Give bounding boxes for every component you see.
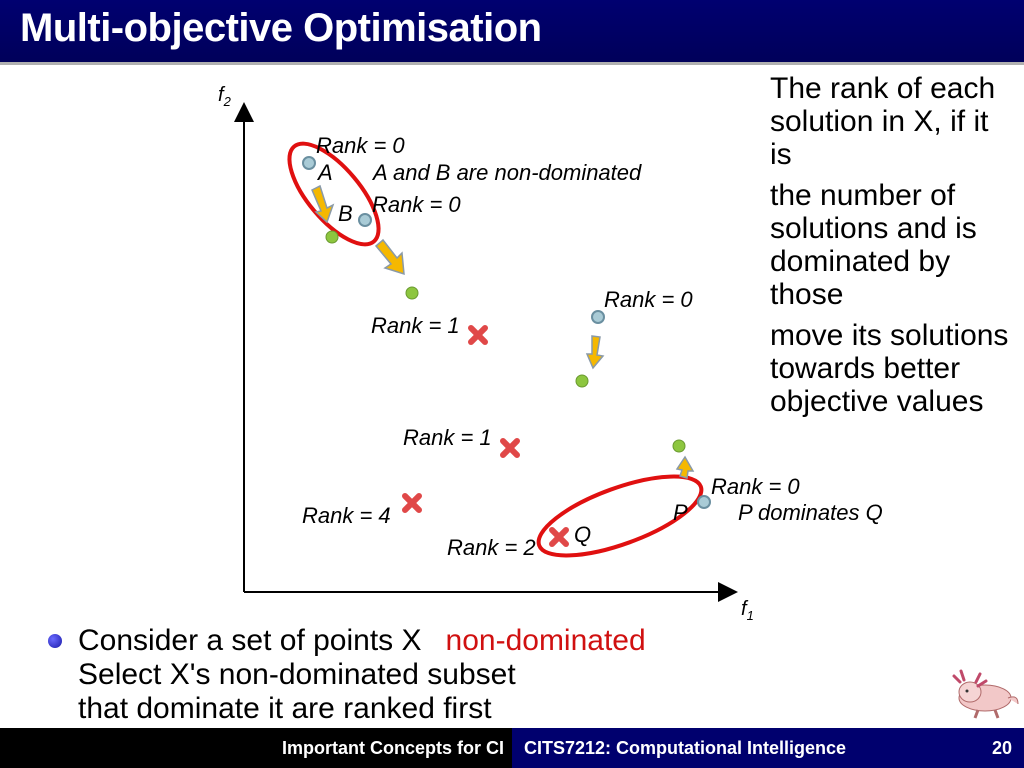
rank-label: Rank = 0 — [316, 133, 405, 158]
pq-note: P dominates Q — [738, 500, 883, 525]
point-a — [302, 156, 316, 170]
rank-label: Rank = 2 — [447, 535, 536, 560]
bullet-highlight: non-dominated — [445, 624, 646, 657]
ab-ellipse — [287, 141, 381, 247]
page-number: 20 — [991, 738, 1012, 758]
bullet-line: The rank of each solution in X, if it is — [770, 72, 996, 171]
moved-points — [325, 230, 686, 453]
cross-icon — [549, 527, 569, 547]
rank-label: Rank = 0 — [604, 287, 693, 312]
point-label-a: A — [318, 160, 333, 185]
point-label-b: B — [338, 201, 353, 226]
bullet-line-text: Consider a set of points X — [78, 624, 422, 657]
point-label-q: Q — [574, 522, 592, 547]
non-dominated-points — [302, 156, 711, 509]
footer-course-name: CITS7212: Computational Intelligence — [524, 738, 847, 758]
rank-label: Rank = 1 — [403, 425, 492, 450]
rank-label: Rank = 0 — [372, 192, 461, 217]
cross-icon — [468, 325, 488, 345]
cross-icon — [402, 493, 422, 513]
moved-point — [672, 439, 686, 453]
ab-note: A and B are non-dominated — [373, 160, 642, 185]
slide-title: Multi-objective Optimisation — [20, 6, 542, 50]
axolotl-mascot-icon — [952, 669, 1019, 719]
cross-icon — [500, 438, 520, 458]
y-axis-label: f2 — [218, 84, 231, 109]
bullet-line: the number of solutions and is dominated… — [770, 179, 977, 311]
arrow-icon — [374, 238, 405, 276]
bullet-line: Select X's non-dominated subset — [78, 658, 516, 691]
bullet-icon — [48, 634, 62, 648]
dominated-points — [402, 325, 569, 547]
bullet-text-continued: The rank of each solution in X, if it is… — [770, 72, 1015, 426]
moved-point — [575, 374, 589, 388]
rank-label: Rank = 0 — [711, 474, 800, 499]
x-axis-label: f1 — [741, 598, 754, 623]
point-b — [358, 213, 372, 227]
footer-course-box: CITS7212: Computational Intelligence 20 — [512, 728, 1024, 768]
footer-section-title: Important Concepts for CI — [281, 738, 504, 758]
moved-point — [405, 286, 419, 300]
arrow-icon — [585, 335, 605, 370]
bullet-line: move its solutions towards better object… — [770, 319, 1009, 418]
point-mid — [591, 310, 605, 324]
point-p — [697, 495, 711, 509]
rank-label: Rank = 1 — [371, 313, 460, 338]
point-label-p: P — [673, 500, 688, 525]
moved-point — [325, 230, 339, 244]
arrow-icon — [675, 455, 695, 479]
pq-ellipse — [536, 474, 704, 558]
bullet-line: that dominate it are ranked first — [78, 692, 492, 725]
rank-label: Rank = 4 — [302, 503, 391, 528]
arrow-icon — [311, 184, 335, 224]
footer: Important Concepts for CI CITS7212: Comp… — [0, 728, 1024, 768]
bullet-line: Consider a set of points X non-dominated — [78, 625, 646, 657]
move-arrows — [311, 184, 695, 479]
title-bar: Multi-objective Optimisation — [0, 0, 1024, 65]
